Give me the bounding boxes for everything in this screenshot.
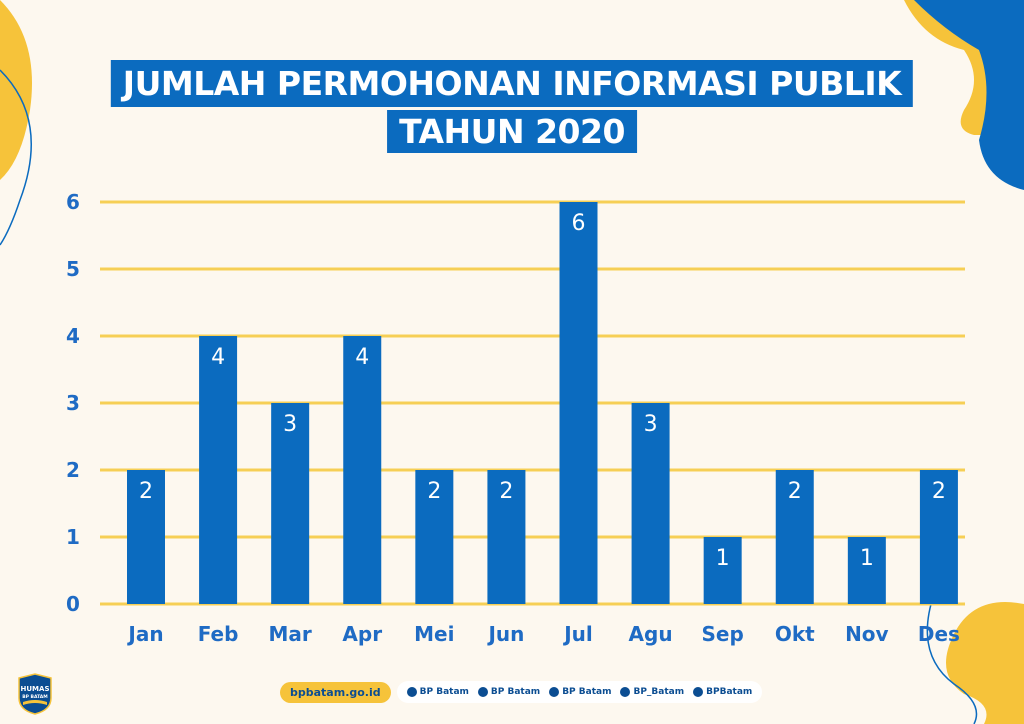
social-links: BP Batam BP Batam BP Batam BP_Batam BPBa… xyxy=(396,681,763,703)
data-label: 3 xyxy=(283,412,297,437)
y-tick-label: 3 xyxy=(66,391,80,415)
humas-bp-batam-logo: HUMAS BP BATAM xyxy=(18,673,52,715)
x-tick-label: Apr xyxy=(342,622,382,646)
bar-mei xyxy=(415,470,454,604)
data-label: 6 xyxy=(572,211,586,236)
social-tiktok[interactable]: BPBatam xyxy=(693,687,752,697)
footer-bar: bpbatam.go.id BP Batam BP Batam BP Batam… xyxy=(280,681,763,703)
x-tick-label: Mei xyxy=(414,622,454,646)
x-icon xyxy=(620,687,631,697)
data-label: 4 xyxy=(211,345,225,370)
data-label: 4 xyxy=(355,345,369,370)
x-axis-ticks: Jan Feb Mar Apr Mei Jun Jul Agu Sep Okt Nov Des xyxy=(126,622,960,646)
social-label: BP Batam xyxy=(562,687,612,697)
instagram-icon xyxy=(549,687,560,697)
x-tick-label: Feb xyxy=(198,622,239,646)
social-label: BP_Batam xyxy=(633,687,685,697)
y-tick-label: 0 xyxy=(66,592,80,616)
x-tick-label: Jan xyxy=(126,622,163,646)
x-tick-label: Nov xyxy=(845,622,889,646)
grid-lines xyxy=(100,200,965,606)
x-tick-label: Mar xyxy=(269,622,312,646)
bar-okt xyxy=(775,470,814,604)
x-tick-label: Des xyxy=(918,622,960,646)
data-label: 1 xyxy=(860,546,874,571)
x-tick-label: Okt xyxy=(775,622,815,646)
bar-apr xyxy=(343,336,382,604)
bar-nov xyxy=(847,537,886,604)
x-tick-label: Jul xyxy=(562,622,593,646)
chart-title-line-2: TAHUN 2020 xyxy=(387,110,637,153)
social-label: BP Batam xyxy=(490,687,541,697)
x-tick-label: Agu xyxy=(629,622,673,646)
x-tick-label: Jun xyxy=(486,622,524,646)
website-link[interactable]: bpbatam.go.id xyxy=(280,681,391,703)
bar-jan xyxy=(127,470,165,604)
bar-jul xyxy=(559,202,598,604)
bar-feb xyxy=(199,336,238,604)
social-label: BPBatam xyxy=(706,687,753,697)
data-label: 2 xyxy=(139,479,153,504)
chart-title-line-1: JUMLAH PERMOHONAN INFORMASI PUBLIK xyxy=(110,60,914,107)
data-labels: 2 4 3 4 2 2 6 3 1 2 1 2 xyxy=(139,211,946,571)
data-label: 3 xyxy=(644,412,658,437)
youtube-icon xyxy=(406,687,417,697)
data-label: 2 xyxy=(788,479,802,504)
tiktok-icon xyxy=(693,687,704,697)
y-tick-label: 4 xyxy=(66,324,80,348)
logo-text-1: HUMAS xyxy=(21,685,50,693)
y-tick-label: 1 xyxy=(66,525,80,549)
y-tick-label: 2 xyxy=(66,458,80,482)
data-label: 1 xyxy=(716,546,730,571)
bar-mar xyxy=(271,403,310,604)
bar-jun xyxy=(487,470,526,604)
social-youtube[interactable]: BP Batam xyxy=(406,687,469,697)
y-tick-label: 6 xyxy=(66,190,80,214)
data-label: 2 xyxy=(427,479,441,504)
x-tick-label: Sep xyxy=(702,622,744,646)
data-label: 2 xyxy=(499,479,513,504)
social-x[interactable]: BP_Batam xyxy=(620,687,684,697)
y-axis-ticks: 0 1 2 3 4 5 6 xyxy=(66,190,80,616)
facebook-icon xyxy=(477,687,488,697)
bars xyxy=(127,202,958,604)
y-tick-label: 5 xyxy=(66,257,80,281)
bar-sep xyxy=(703,537,742,604)
data-label: 2 xyxy=(932,479,946,504)
logo-text-2: BP BATAM xyxy=(22,694,48,700)
social-facebook[interactable]: BP Batam xyxy=(477,687,541,697)
bar-des xyxy=(919,470,958,604)
social-instagram[interactable]: BP Batam xyxy=(549,687,611,697)
social-label: BP Batam xyxy=(419,687,469,697)
bar-agu xyxy=(631,403,670,604)
